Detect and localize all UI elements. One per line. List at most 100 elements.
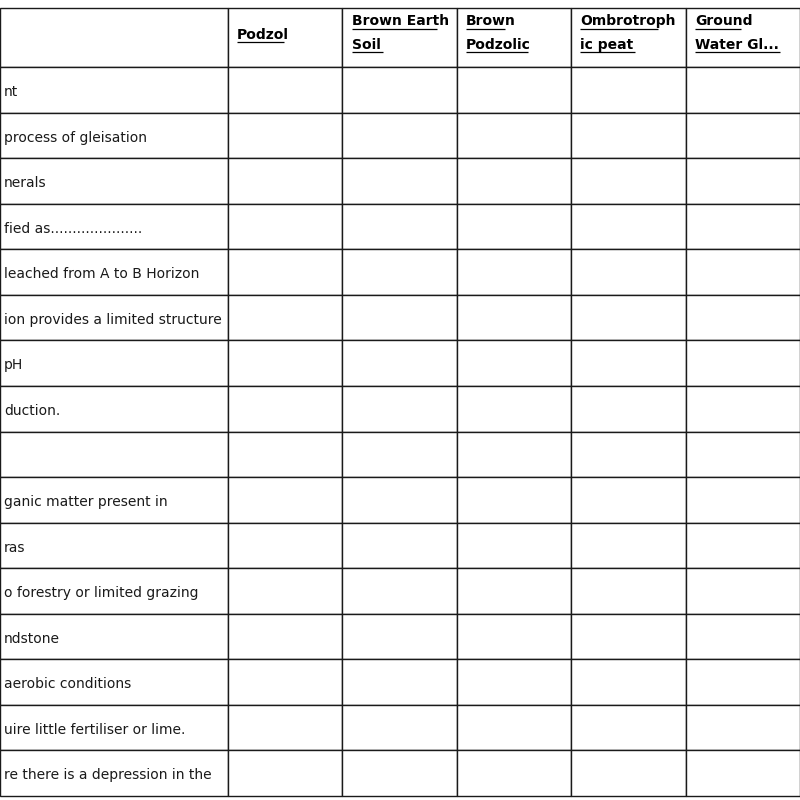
Bar — [342, 386, 457, 431]
Bar — [571, 250, 686, 295]
Text: uire little fertiliser or lime.: uire little fertiliser or lime. — [4, 723, 186, 737]
Bar — [571, 67, 686, 113]
Bar — [457, 659, 571, 705]
Text: Soil: Soil — [351, 38, 381, 52]
Bar — [686, 386, 800, 431]
Bar — [571, 341, 686, 386]
Bar — [0, 568, 228, 614]
Text: leached from A to B Horizon: leached from A to B Horizon — [4, 267, 199, 282]
Text: Podzol: Podzol — [237, 27, 289, 42]
Bar — [571, 386, 686, 431]
Bar — [0, 158, 228, 204]
Bar — [228, 67, 342, 113]
Bar — [0, 431, 228, 477]
Bar — [457, 522, 571, 568]
Bar — [0, 386, 228, 431]
Bar — [0, 8, 228, 67]
Bar — [571, 750, 686, 796]
Text: process of gleisation: process of gleisation — [4, 130, 147, 145]
Bar — [228, 477, 342, 522]
Bar — [686, 113, 800, 158]
Bar — [571, 522, 686, 568]
Bar — [0, 113, 228, 158]
Text: Brown Earth: Brown Earth — [351, 14, 449, 28]
Bar — [228, 204, 342, 250]
Bar — [0, 659, 228, 705]
Bar — [457, 568, 571, 614]
Bar — [228, 8, 342, 67]
Bar — [342, 341, 457, 386]
Bar — [686, 67, 800, 113]
Text: ndstone: ndstone — [4, 632, 60, 646]
Bar — [686, 614, 800, 659]
Bar — [686, 250, 800, 295]
Bar — [686, 659, 800, 705]
Bar — [571, 614, 686, 659]
Bar — [228, 295, 342, 341]
Text: Ombrotroph: Ombrotroph — [580, 14, 676, 28]
Text: o forestry or limited grazing: o forestry or limited grazing — [4, 586, 198, 600]
Bar — [228, 568, 342, 614]
Bar — [457, 204, 571, 250]
Bar — [571, 477, 686, 522]
Text: ion provides a limited structure: ion provides a limited structure — [4, 313, 222, 327]
Bar — [0, 295, 228, 341]
Bar — [228, 386, 342, 431]
Bar — [457, 614, 571, 659]
Bar — [228, 158, 342, 204]
Bar — [457, 8, 571, 67]
Text: ganic matter present in: ganic matter present in — [4, 495, 168, 509]
Text: Podzolic: Podzolic — [466, 38, 531, 52]
Bar — [228, 431, 342, 477]
Text: Brown: Brown — [466, 14, 516, 28]
Bar — [571, 8, 686, 67]
Bar — [457, 750, 571, 796]
Bar — [686, 568, 800, 614]
Bar — [686, 295, 800, 341]
Bar — [571, 568, 686, 614]
Bar — [342, 568, 457, 614]
Bar — [457, 250, 571, 295]
Bar — [342, 659, 457, 705]
Bar — [686, 204, 800, 250]
Bar — [0, 614, 228, 659]
Bar — [457, 158, 571, 204]
Bar — [457, 477, 571, 522]
Bar — [571, 113, 686, 158]
Bar — [342, 477, 457, 522]
Bar — [686, 431, 800, 477]
Bar — [228, 250, 342, 295]
Bar — [342, 67, 457, 113]
Bar — [342, 614, 457, 659]
Bar — [0, 477, 228, 522]
Bar — [457, 431, 571, 477]
Bar — [0, 204, 228, 250]
Text: ras: ras — [4, 541, 26, 554]
Bar — [686, 477, 800, 522]
Bar — [686, 750, 800, 796]
Bar — [457, 386, 571, 431]
Bar — [0, 750, 228, 796]
Text: fied as.....................: fied as..................... — [4, 222, 142, 236]
Bar — [571, 431, 686, 477]
Bar — [457, 67, 571, 113]
Bar — [228, 522, 342, 568]
Bar — [686, 341, 800, 386]
Bar — [571, 659, 686, 705]
Bar — [228, 705, 342, 750]
Bar — [342, 250, 457, 295]
Bar — [686, 8, 800, 67]
Bar — [0, 705, 228, 750]
Bar — [0, 67, 228, 113]
Bar — [228, 341, 342, 386]
Text: pH: pH — [4, 358, 23, 373]
Bar — [342, 431, 457, 477]
Bar — [342, 750, 457, 796]
Text: nerals: nerals — [4, 176, 46, 190]
Bar — [571, 204, 686, 250]
Text: aerobic conditions: aerobic conditions — [4, 678, 131, 691]
Bar — [228, 113, 342, 158]
Bar — [457, 113, 571, 158]
Bar — [228, 614, 342, 659]
Text: ic peat: ic peat — [580, 38, 634, 52]
